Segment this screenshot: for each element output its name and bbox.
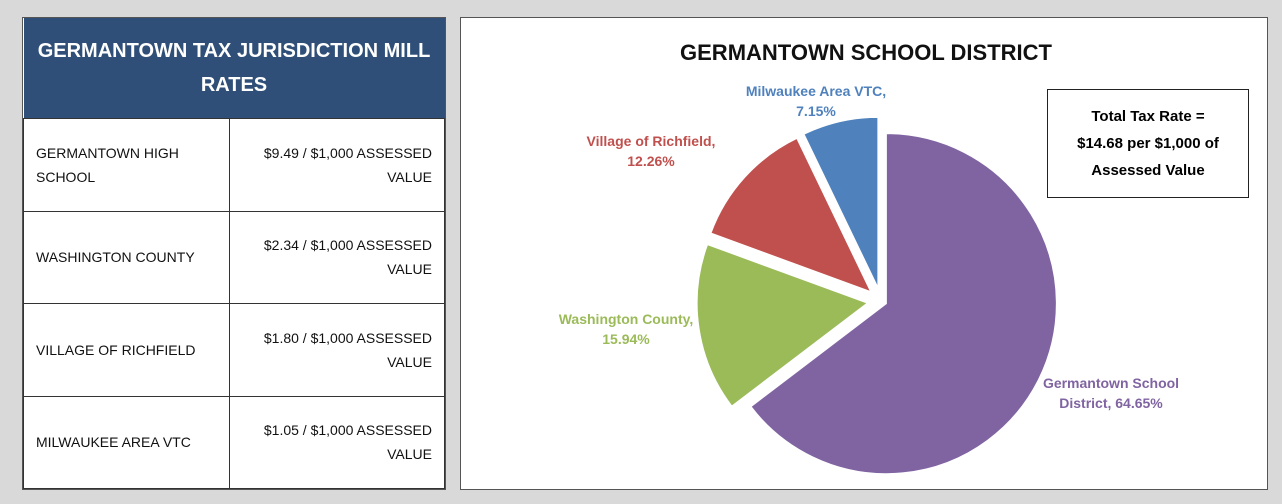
table: GERMANTOWN TAX JURISDICTION MILL RATES G…	[22, 18, 445, 489]
rate-cell: $1.05 / $1,000 ASSESSED VALUE	[229, 395, 445, 489]
jurisdiction-cell: GERMANTOWN HIGH SCHOOL	[22, 118, 231, 212]
chart-title: GERMANTOWN SCHOOL DISTRICT	[680, 40, 1053, 65]
jurisdiction-cell: VILLAGE OF RICHFIELD	[22, 303, 231, 397]
table-row: VILLAGE OF RICHFIELD $1.80 / $1,000 ASSES…	[22, 303, 445, 397]
pie-slice	[710, 137, 872, 293]
data-label: Village of Richfield, 12.26%	[586, 133, 716, 169]
rate-cell: $9.49 / $1,000 ASSESSED VALUE	[229, 118, 445, 212]
data-label: Washington County, 15.94%	[558, 311, 694, 347]
annotation-line: $14.68 per $1,000 of	[1077, 135, 1219, 152]
rate-cell: $1.80 / $1,000 ASSESSED VALUE	[229, 303, 445, 397]
mill-rate-table: GERMANTOWN TAX JURISDICTION MILL RATES G…	[22, 17, 446, 490]
jurisdiction-cell: WASHINGTON COUNTY	[22, 210, 231, 304]
chart: GERMANTOWN SCHOOL DISTRICT	[680, 40, 1057, 475]
annotation-line: Total Tax Rate =	[1091, 108, 1205, 125]
data-label: Milwaukee Area VTC, 7.15%	[745, 83, 887, 119]
table-row: WASHINGTON COUNTY $2.34 / $1,000 ASSESSED…	[22, 210, 445, 304]
data-label: Germantown School District, 64.65%	[1042, 375, 1180, 411]
rate-cell: $2.34 / $1,000 ASSESSED VALUE	[229, 210, 445, 304]
annotation-box: Total Tax Rate = $14.68 per $1,000 of Asse…	[1047, 89, 1249, 198]
pie-slice	[803, 116, 879, 288]
jurisdiction-cell: MILWAUKEE AREA VTC	[22, 395, 231, 489]
table-row: GERMANTOWN HIGH SCHOOL $9.49 / $1,000 ASS…	[22, 118, 445, 212]
annotation-line: Assessed Value	[1091, 162, 1205, 179]
table-row: MILWAUKEE AREA VTC $1.05 / $1,000 ASSESSE…	[22, 395, 445, 489]
chart-panel: GERMANTOWN SCHOOL DISTRICT Total Tax Rat…	[460, 17, 1268, 490]
table-title: GERMANTOWN TAX JURISDICTION MILL RATES	[23, 18, 445, 119]
pie-slice	[750, 133, 1057, 475]
pie-slice	[696, 243, 869, 407]
